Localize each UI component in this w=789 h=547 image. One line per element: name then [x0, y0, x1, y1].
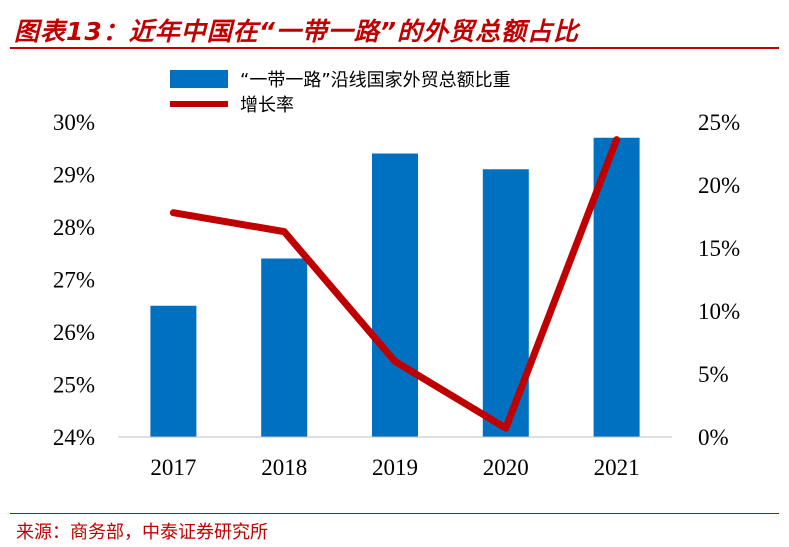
legend: “一带一路”沿线国家外贸总额比重 增长率	[170, 70, 511, 116]
x-tick-label: 2017	[150, 455, 196, 480]
legend-bar-label: “一带一路”沿线国家外贸总额比重	[240, 70, 511, 91]
left-tick-label: 28%	[53, 215, 95, 240]
x-tick-label: 2021	[594, 455, 640, 480]
right-tick-label: 15%	[698, 236, 740, 261]
bar-2018	[261, 258, 308, 437]
right-tick-label: 5%	[698, 362, 729, 387]
x-tick-label: 2020	[483, 455, 529, 480]
growth-rate-line	[169, 136, 621, 432]
right-tick-label: 20%	[698, 173, 740, 198]
title-rule	[10, 47, 779, 49]
chart-title: 图表13：近年中国在“一带一路”的外贸总额占比	[14, 17, 579, 46]
left-axis-ticks: 24% 25% 26% 27% 28% 29% 30%	[53, 110, 95, 450]
bar-2020	[482, 169, 529, 437]
legend-line-label: 增长率	[240, 95, 294, 116]
left-tick-label: 24%	[53, 425, 95, 450]
right-tick-label: 0%	[698, 425, 729, 450]
left-tick-label: 30%	[53, 110, 95, 135]
right-axis-ticks: 0% 5% 10% 15% 20% 25%	[698, 110, 740, 450]
x-axis-ticks: 2017 2018 2019 2020 2021	[150, 455, 639, 480]
legend-bar-swatch	[170, 70, 228, 88]
left-tick-label: 27%	[53, 268, 95, 293]
source-note: 来源：商务部，中泰证券研究所	[16, 522, 268, 543]
left-tick-label: 26%	[53, 320, 95, 345]
x-tick-label: 2018	[261, 455, 307, 480]
bar-2017	[150, 305, 197, 437]
left-tick-label: 29%	[53, 163, 95, 188]
bar-2019	[372, 153, 418, 437]
chart: “一带一路”沿线国家外贸总额比重 增长率 2017 2018 2019 2020 202…	[53, 70, 740, 480]
footer-rule	[10, 513, 779, 514]
right-tick-label: 10%	[698, 299, 740, 324]
right-tick-label: 25%	[698, 110, 740, 135]
x-tick-label: 2019	[372, 455, 418, 480]
bars	[150, 137, 640, 437]
left-tick-label: 25%	[53, 373, 95, 398]
